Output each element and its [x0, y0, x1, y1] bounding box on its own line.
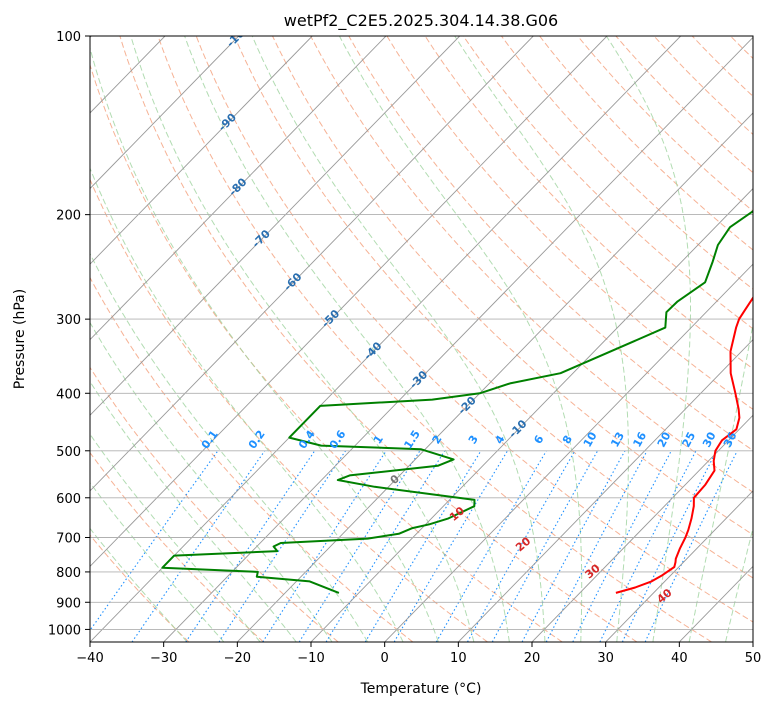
y-tick-label: 500 — [56, 445, 81, 460]
dry-adiabats — [90, 36, 753, 642]
mixing-ratio-label: 20 — [655, 430, 674, 450]
mixing-ratio-line — [621, 450, 717, 642]
moist-adiabat-line — [454, 36, 629, 642]
mixing-ratio-line — [599, 450, 697, 642]
dry-adiabat-line — [310, 36, 753, 493]
y-tick-label: 200 — [56, 209, 81, 224]
isotherm-line — [457, 339, 753, 642]
y-tick-label: 400 — [56, 387, 81, 402]
isotherm-line — [90, 36, 313, 265]
moist-adiabat-line — [130, 36, 475, 642]
y-tick-label: 100 — [56, 30, 81, 45]
moist-adiabat-line — [251, 36, 546, 642]
x-axis-title: Temperature (°C) — [360, 681, 482, 697]
y-tick-label: 800 — [56, 566, 81, 581]
temperature-line — [615, 295, 753, 594]
moist-adiabat-line — [90, 321, 333, 642]
mixing-ratio-line — [298, 450, 421, 642]
y-tick-label: 700 — [56, 532, 81, 547]
dry-adiabat-line — [119, 36, 638, 642]
y-tick-label: 300 — [56, 313, 81, 328]
moist-adiabat-line — [90, 527, 188, 642]
mixing-ratio-line — [467, 450, 576, 642]
moist-adiabat-line — [90, 46, 439, 642]
moist-adiabat-line — [688, 320, 753, 642]
sounding-series — [161, 209, 753, 594]
mixing-ratio-line — [364, 450, 482, 642]
dry-adiabat-line — [386, 36, 753, 410]
dry-adiabat-line — [90, 366, 339, 642]
isotherm-line — [90, 36, 387, 341]
isotherm-line — [531, 414, 753, 642]
dry-adiabat-line — [90, 276, 414, 642]
isotherm-line — [384, 263, 753, 642]
x-tick-label: −10 — [297, 651, 324, 666]
mixing-ratio-line — [185, 450, 316, 642]
moist-adiabat-line — [90, 380, 297, 642]
x-axis: −40 −30 −20 −10 0 10 20 30 40 50 — [76, 642, 761, 666]
isotherm-line — [90, 36, 240, 190]
isotherm-line — [605, 490, 753, 642]
isotherm-line — [90, 36, 461, 416]
mixing-ratio-lines — [90, 450, 738, 642]
x-tick-label: −40 — [76, 651, 103, 666]
mixing-ratio-label: 30 — [700, 430, 719, 450]
dewpoint-line — [161, 209, 753, 594]
moist-adiabat-line — [90, 433, 261, 642]
moist-adiabat-line — [90, 166, 404, 642]
mixing-ratio-line — [90, 450, 219, 632]
mixing-ratio-label: 13 — [608, 430, 627, 450]
dry-adiabat-line — [233, 36, 753, 579]
x-tick-label: −20 — [224, 651, 251, 666]
mixing-ratio-line — [545, 450, 648, 642]
dry-adiabat-line — [90, 534, 190, 642]
moist-adiabat-line — [605, 36, 691, 642]
x-tick-label: 20 — [524, 651, 541, 666]
isotherm-line — [310, 187, 753, 642]
moist-adiabat-line — [90, 252, 369, 642]
isotherm-line — [163, 36, 753, 642]
mixing-ratio-label: 25 — [680, 430, 699, 450]
x-tick-label: 50 — [745, 651, 762, 666]
mixing-ratio-label: 36 — [721, 430, 740, 450]
x-tick-label: 40 — [671, 651, 688, 666]
isotherm-line — [90, 36, 608, 568]
moist-adiabat-line — [184, 36, 510, 642]
x-tick-label: 10 — [450, 651, 467, 666]
mixing-ratio-line — [262, 450, 387, 642]
isotherm-line — [90, 36, 682, 642]
y-tick-label: 900 — [56, 596, 81, 611]
x-tick-label: −30 — [150, 651, 177, 666]
y-tick-label: 1000 — [48, 623, 81, 638]
mixing-ratio-line — [521, 450, 626, 642]
mixing-ratio-line — [218, 450, 347, 642]
plot-frame — [89, 35, 754, 643]
y-tick-label: 600 — [56, 492, 81, 507]
dry-adiabat-line — [90, 63, 563, 642]
x-tick-label: 0 — [381, 651, 389, 666]
moist-adiabat-line — [90, 481, 225, 642]
pressure-gridlines — [90, 36, 753, 630]
dry-adiabat-line — [500, 36, 753, 290]
y-axis: 1000 900 800 700 600 500 400 300 200 100 — [48, 30, 90, 638]
isotherm-line — [90, 36, 534, 492]
dry-adiabat-line — [424, 36, 753, 370]
y-axis-title: Pressure (hPa) — [12, 289, 28, 389]
skewed-isotherms — [90, 36, 753, 642]
mixing-ratio-line — [131, 450, 266, 642]
chart-title: wetPf2_C2E5.2025.304.14.38.G06 — [284, 11, 558, 31]
x-tick-label: 30 — [597, 651, 614, 666]
